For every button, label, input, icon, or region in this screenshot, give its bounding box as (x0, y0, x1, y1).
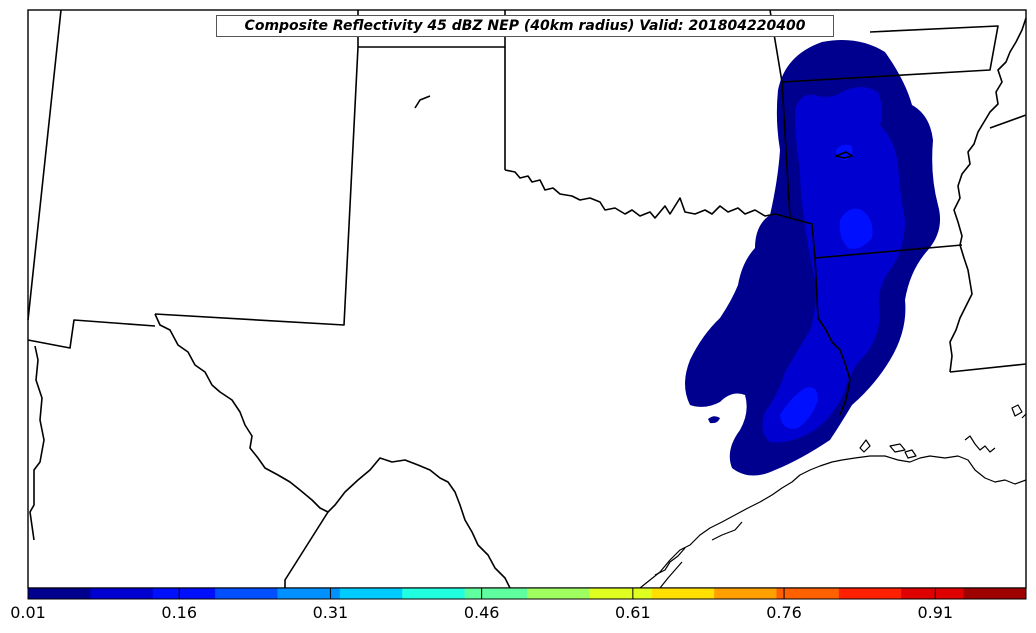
border-rio-grande (154, 313, 511, 589)
coastline-delta (964, 435, 996, 453)
colorbar-segment (339, 588, 403, 599)
border-nm-mexico (27, 319, 156, 349)
border-mexico-west (29, 345, 45, 541)
probability-contour-level3-south (780, 387, 818, 429)
map-title: Composite Reflectivity 45 dBZ NEP (40km … (216, 15, 834, 37)
probability-contour-level2 (762, 87, 905, 443)
colorbar (27, 587, 1027, 600)
coastline-bay-2 (711, 521, 743, 541)
map-plot (27, 9, 1027, 589)
colorbar-segment (901, 588, 965, 599)
colorbar-segment (277, 588, 341, 599)
colorbar-segment (838, 588, 902, 599)
colorbar-ticks (27, 588, 936, 599)
border-red-river (504, 169, 791, 219)
border-tx-la (789, 217, 851, 416)
colorbar-tick-label: 0.61 (615, 603, 651, 622)
colorbar-tick-label: 0.01 (10, 603, 46, 622)
colorbar-segment (215, 588, 279, 599)
border-ms-tn (989, 114, 1027, 129)
colorbar-segment (651, 588, 715, 599)
coastline (639, 404, 1027, 589)
colorbar-segment (589, 588, 653, 599)
coastline-bay-1 (654, 547, 686, 576)
probability-contour-level1-spot (708, 416, 720, 424)
colorbar-tick-label: 0.76 (766, 603, 802, 622)
colorbar-segment (28, 588, 91, 599)
colorbar-segment (963, 588, 1027, 599)
border-la-ms (949, 363, 1027, 373)
lake-nm (414, 95, 431, 109)
colorbar-segment (90, 588, 154, 599)
colorbar-segment (527, 588, 590, 599)
colorbar-segment (464, 588, 528, 599)
coastline-bay-5 (904, 449, 917, 459)
colorbar-segment (152, 588, 216, 599)
coastline-lake-pontchartrain (1011, 404, 1023, 417)
colorbar-tick-label: 0.91 (917, 603, 954, 622)
coastline-bay-3 (859, 439, 871, 453)
colorbar-tick-label: 0.31 (312, 603, 349, 622)
border-mexico-south (284, 511, 329, 588)
colorbar-segments (28, 588, 1027, 599)
border-az-nm (27, 9, 62, 321)
colorbar-segment (402, 588, 466, 599)
probability-contour-level3 (839, 208, 873, 249)
border-ar-la (814, 244, 963, 259)
colorbar-tick-label: 0.46 (463, 603, 500, 622)
border-mo-ar (781, 25, 999, 83)
coastline-bay-4 (889, 443, 906, 453)
coastline-barrier (659, 561, 683, 589)
colorbar-segment (714, 588, 778, 599)
colorbar-tick-label: 0.16 (161, 603, 198, 622)
border-mississippi-river (949, 17, 1027, 373)
coastline-gulf (639, 455, 1027, 589)
lake-ar (835, 151, 853, 159)
colorbar-segment (776, 588, 840, 599)
